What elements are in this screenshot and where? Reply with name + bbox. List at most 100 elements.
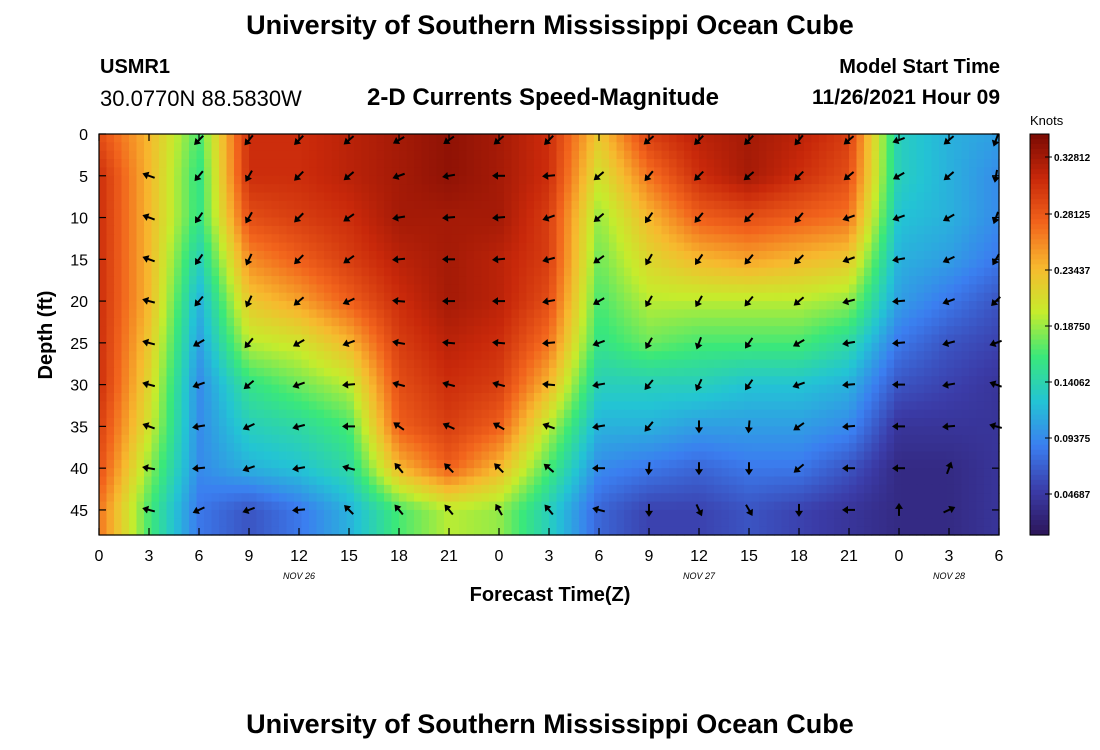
heatmap-cell: [481, 301, 490, 311]
heatmap-cell: [774, 309, 783, 319]
heatmap-cell: [871, 242, 880, 252]
heatmap-cell: [406, 159, 415, 169]
heatmap-cell: [256, 468, 265, 478]
heatmap-cell: [751, 242, 760, 252]
heatmap-cell: [489, 209, 498, 219]
heatmap-cell: [504, 159, 513, 169]
heatmap-cell: [174, 267, 183, 277]
heatmap-cell: [804, 392, 813, 402]
heatmap-cell: [661, 367, 670, 377]
heatmap-cell: [264, 401, 273, 411]
heatmap-cell: [961, 309, 970, 319]
heatmap-cell: [121, 134, 130, 143]
heatmap-cell: [489, 426, 498, 436]
heatmap-cell: [369, 301, 378, 311]
heatmap-cell: [856, 192, 865, 202]
heatmap-cell: [901, 200, 910, 210]
heatmap-cell: [796, 434, 805, 444]
heatmap-cell: [159, 351, 168, 361]
heatmap-cell: [564, 301, 573, 311]
heatmap-cell: [721, 134, 730, 143]
heatmap-cell: [849, 351, 858, 361]
heatmap-cell: [129, 217, 138, 227]
heatmap-cell: [699, 342, 708, 352]
heatmap-cell: [594, 184, 603, 194]
heatmap-cell: [159, 150, 168, 160]
heatmap-cell: [204, 351, 213, 361]
heatmap-cell: [946, 242, 955, 252]
heatmap-cell: [654, 150, 663, 160]
heatmap-cell: [646, 367, 655, 377]
heatmap-cell: [294, 292, 303, 302]
heatmap-cell: [811, 301, 820, 311]
heatmap-cell: [421, 292, 430, 302]
heatmap-cell: [849, 409, 858, 419]
heatmap-cell: [579, 367, 588, 377]
heatmap-cell: [406, 317, 415, 327]
heatmap-cell: [804, 409, 813, 419]
heatmap-cell: [429, 192, 438, 202]
heatmap-cell: [459, 351, 468, 361]
heatmap-cell: [369, 267, 378, 277]
heatmap-cell: [106, 159, 115, 169]
heatmap-cell: [774, 301, 783, 311]
heatmap-cell: [916, 259, 925, 269]
heatmap-cell: [414, 250, 423, 260]
heatmap-cell: [376, 476, 385, 486]
heatmap-cell: [376, 418, 385, 427]
heatmap-cell: [939, 351, 948, 361]
heatmap-cell: [376, 317, 385, 327]
heatmap-cell: [969, 225, 978, 235]
heatmap-cell: [871, 392, 880, 402]
heatmap-cell: [489, 242, 498, 252]
heatmap-cell: [466, 242, 475, 252]
heatmap-cell: [601, 175, 610, 185]
heatmap-cell: [376, 426, 385, 436]
heatmap-cell: [601, 476, 610, 486]
heatmap-cell: [219, 468, 228, 478]
heatmap-cell: [399, 192, 408, 202]
heatmap-cell: [729, 334, 738, 344]
heatmap-cell: [781, 317, 790, 327]
heatmap-cell: [901, 392, 910, 402]
heatmap-cell: [339, 468, 348, 478]
heatmap-cell: [414, 359, 423, 369]
heatmap-cell: [106, 150, 115, 160]
heatmap-cell: [99, 434, 108, 444]
heatmap-cell: [924, 342, 933, 352]
heatmap-cell: [669, 184, 678, 194]
heatmap-cell: [856, 334, 865, 344]
heatmap-cell: [504, 242, 513, 252]
heatmap-cell: [624, 167, 633, 177]
heatmap-cell: [406, 384, 415, 394]
heatmap-cell: [849, 443, 858, 453]
heatmap-cell: [129, 234, 138, 244]
heatmap-cell: [181, 309, 190, 319]
heatmap-cell: [969, 267, 978, 277]
heatmap-cell: [271, 451, 280, 461]
heatmap-cell: [249, 418, 258, 427]
heatmap-cell: [466, 392, 475, 402]
heatmap-cell: [376, 159, 385, 169]
heatmap-cell: [684, 167, 693, 177]
heatmap-cell: [114, 184, 123, 194]
heatmap-cell: [601, 443, 610, 453]
heatmap-cell: [894, 242, 903, 252]
heatmap-cell: [556, 376, 565, 386]
heatmap-cell: [99, 418, 108, 427]
heatmap-cell: [654, 409, 663, 419]
heatmap-cell: [601, 225, 610, 235]
heatmap-cell: [534, 292, 543, 302]
heatmap-cell: [414, 376, 423, 386]
heatmap-cell: [714, 192, 723, 202]
heatmap-cell: [631, 142, 640, 152]
heatmap-cell: [189, 351, 198, 361]
heatmap-cell: [804, 317, 813, 327]
heatmap-cell: [931, 459, 940, 469]
heatmap-cell: [909, 184, 918, 194]
heatmap-cell: [849, 217, 858, 227]
heatmap-cell: [834, 443, 843, 453]
heatmap-cell: [864, 418, 873, 427]
heatmap-cell: [166, 267, 175, 277]
heatmap-cell: [541, 342, 550, 352]
